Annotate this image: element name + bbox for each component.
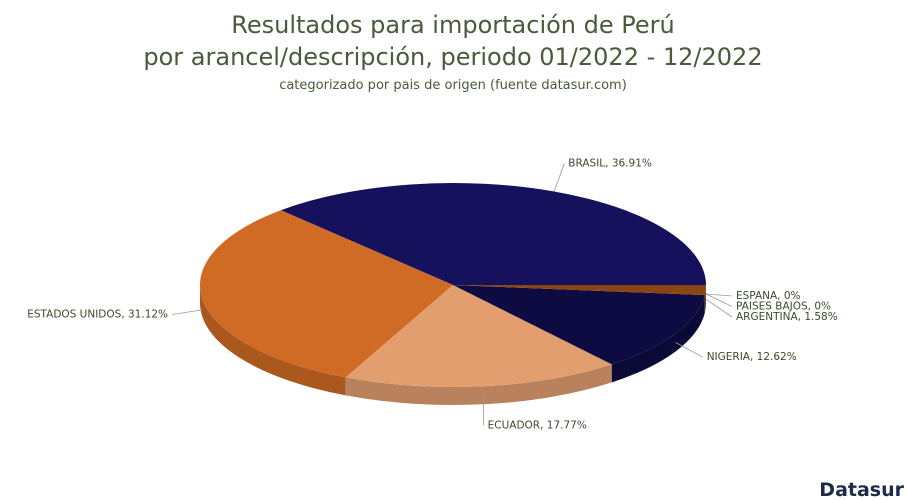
leader-line xyxy=(705,293,733,297)
slice xyxy=(345,285,612,387)
chart-title: Resultados para importación de Perú xyxy=(231,11,674,39)
data-label: NIGERIA, 12.62% xyxy=(707,351,797,363)
slice-side xyxy=(704,285,706,314)
chart-title: por arancel/descripción, periodo 01/2022… xyxy=(143,43,762,71)
leader-line xyxy=(705,293,733,307)
data-label: ECUADOR, 17.77% xyxy=(488,420,587,432)
leader-line xyxy=(675,342,703,358)
slice xyxy=(453,285,706,296)
walls xyxy=(200,285,706,405)
slice xyxy=(453,285,705,365)
slice xyxy=(199,210,453,378)
slice-side xyxy=(200,285,346,396)
data-label: ESPANA, 0% xyxy=(736,290,801,302)
data-label: BRASIL, 36.91% xyxy=(568,157,652,169)
data-label: ESTADOS UNIDOS, 31.12% xyxy=(27,308,168,320)
data-label: PAISES BAJOS, 0% xyxy=(736,301,831,313)
slice xyxy=(280,183,706,285)
leader-line xyxy=(553,163,565,192)
leader-line xyxy=(705,298,733,318)
slice-side xyxy=(345,364,612,405)
tops xyxy=(199,183,706,387)
chart-subtitle: categorizado por pais de origen (fuente … xyxy=(279,78,627,93)
data-label: ARGENTINA, 1.58% xyxy=(736,311,838,323)
logo: Datasur xyxy=(819,479,904,500)
leader-line xyxy=(171,309,204,315)
slice-side xyxy=(611,295,705,383)
